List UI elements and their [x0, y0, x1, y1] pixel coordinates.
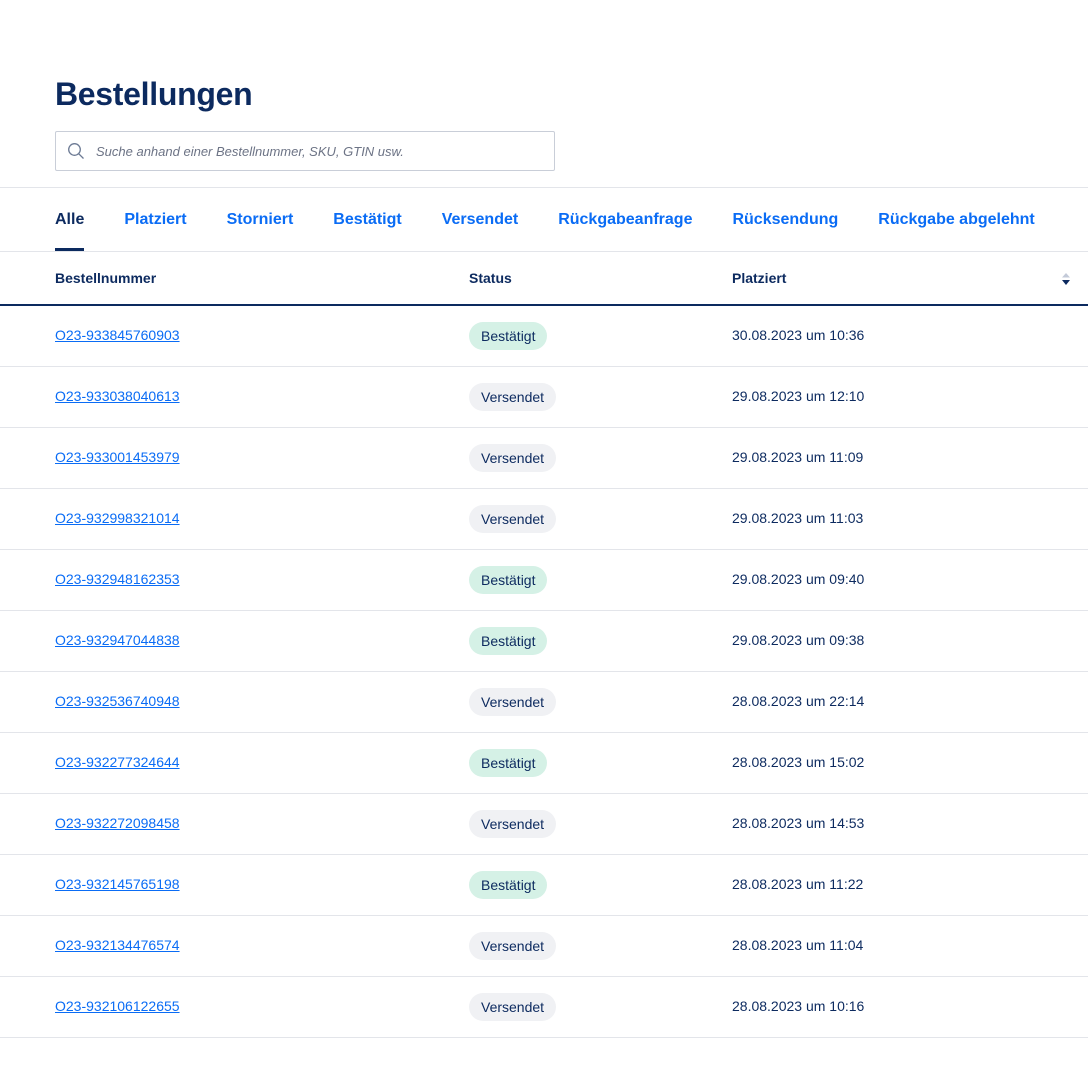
table-row: O23-932134476574 Versendet 28.08.2023 um 1…	[0, 916, 1088, 977]
tab-rückgabeanfrage[interactable]: Rückgabeanfrage	[558, 211, 693, 228]
table-row: O23-932947044838 Bestätigt 29.08.2023 um 0…	[0, 611, 1088, 672]
order-number-link[interactable]: O23-932947044838	[55, 632, 180, 648]
order-number-link[interactable]: O23-932106122655	[55, 998, 180, 1014]
status-badge: Bestätigt	[469, 749, 548, 777]
tab-versendet[interactable]: Versendet	[441, 211, 519, 228]
divider	[0, 187, 1088, 188]
placed-date: 29.08.2023 um 12:10	[732, 388, 865, 404]
status-badge: Bestätigt	[469, 566, 548, 594]
table-row: O23-932277324644 Bestätigt 28.08.2023 um 1…	[0, 733, 1088, 794]
table-row: O23-932106122655 Versendet 28.08.2023 um 1…	[0, 977, 1088, 1038]
tab-bestätigt[interactable]: Bestätigt	[333, 211, 402, 228]
table-row: O23-932998321014 Versendet 29.08.2023 um 1…	[0, 489, 1088, 550]
table-row: O23-932145765198 Bestätigt 28.08.2023 um 1…	[0, 855, 1088, 916]
placed-date: 28.08.2023 um 15:02	[732, 754, 865, 770]
order-number-link[interactable]: O23-932277324644	[55, 754, 180, 770]
tab-platziert[interactable]: Platziert	[124, 211, 187, 228]
status-badge: Bestätigt	[469, 322, 548, 350]
status-badge: Bestätigt	[469, 627, 548, 655]
search-icon	[68, 143, 84, 159]
tab-alle[interactable]: Alle	[55, 188, 85, 251]
table-row: O23-932536740948 Versendet 28.08.2023 um 2…	[0, 672, 1088, 733]
placed-date: 28.08.2023 um 22:14	[732, 693, 865, 709]
tab-storniert[interactable]: Storniert	[226, 211, 294, 228]
placed-date: 28.08.2023 um 11:22	[732, 876, 864, 892]
table-row: O23-933038040613 Versendet 29.08.2023 um 1…	[0, 367, 1088, 428]
status-badge: Versendet	[469, 383, 557, 411]
column-header-order-number[interactable]: Bestellnummer	[55, 270, 157, 286]
placed-date: 30.08.2023 um 10:36	[732, 327, 865, 343]
order-number-link[interactable]: O23-932145765198	[55, 876, 180, 892]
divider	[0, 251, 1088, 252]
status-badge: Versendet	[469, 505, 557, 533]
order-number-link[interactable]: O23-932272098458	[55, 815, 180, 831]
order-number-link[interactable]: O23-933038040613	[55, 388, 180, 404]
table-row: O23-932272098458 Versendet 28.08.2023 um 1…	[0, 794, 1088, 855]
order-number-link[interactable]: O23-932536740948	[55, 693, 180, 709]
table-row: O23-932948162353 Bestätigt 29.08.2023 um 0…	[0, 550, 1088, 611]
order-number-link[interactable]: O23-932134476574	[55, 937, 180, 953]
placed-date: 28.08.2023 um 14:53	[732, 815, 865, 831]
search-box[interactable]	[55, 131, 555, 171]
status-tabs: Alle Platziert Storniert Bestätigt Versendet…	[55, 188, 1075, 251]
status-badge: Versendet	[469, 993, 557, 1021]
status-badge: Bestätigt	[469, 871, 548, 899]
placed-date: 29.08.2023 um 09:40	[732, 571, 865, 587]
table-row: O23-933001453979 Versendet 29.08.2023 um 1…	[0, 428, 1088, 489]
tab-rückgabe-abgelehnt[interactable]: Rückgabe abgelehnt	[878, 211, 1035, 228]
order-number-link[interactable]: O23-933845760903	[55, 327, 180, 343]
order-number-link[interactable]: O23-932948162353	[55, 571, 180, 587]
column-header-status[interactable]: Status	[469, 270, 512, 286]
placed-date: 29.08.2023 um 09:38	[732, 632, 865, 648]
status-badge: Versendet	[469, 810, 557, 838]
order-number-link[interactable]: O23-932998321014	[55, 510, 180, 526]
placed-date: 29.08.2023 um 11:03	[732, 510, 864, 526]
search-input[interactable]	[96, 143, 516, 159]
status-badge: Versendet	[469, 932, 557, 960]
column-header-placed[interactable]: Platziert	[732, 270, 787, 286]
page-title: Bestellungen	[55, 76, 253, 112]
placed-date: 28.08.2023 um 11:04	[732, 937, 864, 953]
order-number-link[interactable]: O23-933001453979	[55, 449, 180, 465]
status-badge: Versendet	[469, 688, 557, 716]
placed-date: 28.08.2023 um 10:16	[732, 998, 865, 1014]
sort-desc-icon[interactable]	[1060, 272, 1072, 286]
placed-date: 29.08.2023 um 11:09	[732, 449, 864, 465]
status-badge: Versendet	[469, 444, 557, 472]
table-row: O23-933845760903 Bestätigt 30.08.2023 um 1…	[0, 306, 1088, 367]
tab-rücksendung[interactable]: Rücksendung	[732, 211, 839, 228]
table-header: Bestellnummer Status Platziert	[0, 252, 1088, 306]
